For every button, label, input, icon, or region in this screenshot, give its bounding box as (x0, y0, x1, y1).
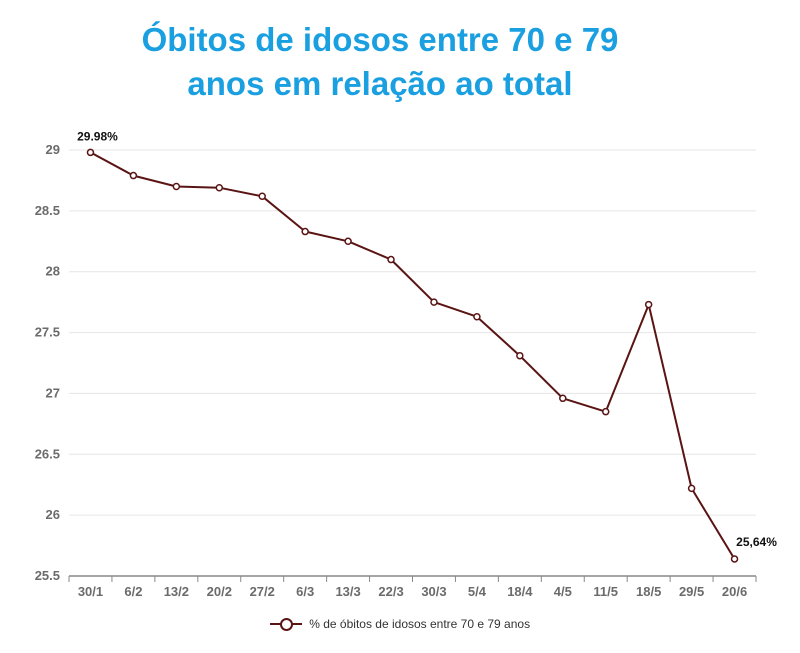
x-tick-label: 27/2 (250, 584, 275, 599)
y-tick-label: 25.5 (35, 568, 60, 583)
data-point (258, 192, 266, 201)
x-tick-label: 22/3 (378, 584, 403, 599)
y-tick-label: 27 (46, 385, 60, 400)
x-tick-label: 11/5 (593, 584, 618, 599)
x-tick-label: 20/2 (207, 584, 232, 599)
x-tick-label: 18/5 (636, 584, 661, 599)
chart-title-line-2: anos em relação ao total (187, 65, 573, 102)
data-point (473, 312, 481, 321)
x-tick-label: 18/4 (507, 584, 533, 599)
chart-title-line-1: Óbitos de idosos entre 70 e 79 (141, 21, 619, 58)
data-point (172, 182, 181, 191)
data-point (344, 237, 352, 246)
x-tick-label: 20/6 (722, 584, 747, 599)
data-point (86, 148, 95, 157)
x-tick-label: 13/2 (164, 584, 189, 599)
data-point (516, 351, 524, 360)
x-tick-label: 30/3 (421, 584, 446, 599)
y-tick-label: 27.5 (35, 325, 60, 340)
y-tick-label: 26.5 (35, 446, 60, 461)
x-tick-label: 29/5 (679, 584, 704, 599)
y-tick-label: 29 (46, 142, 60, 157)
data-point (559, 394, 567, 403)
data-label-last: 25,64% (736, 535, 777, 549)
y-tick-label: 28.5 (35, 203, 60, 218)
x-tick-label: 30/1 (78, 584, 103, 599)
chart-title: Óbitos de idosos entre 70 e 79 anos em r… (60, 18, 700, 106)
y-tick-label: 26 (46, 507, 60, 522)
data-point (430, 298, 438, 306)
data-point (601, 407, 610, 416)
y-tick-label: 28 (46, 264, 60, 279)
x-tick-label: 4/5 (554, 584, 572, 599)
x-tick-label: 6/3 (296, 584, 314, 599)
x-tick-label: 6/2 (124, 584, 142, 599)
series-line (90, 151, 736, 560)
chart-legend[interactable]: % de óbitos de idosos entre 70 e 79 anos (0, 616, 800, 631)
data-point (215, 183, 224, 192)
x-tick-label: 13/3 (335, 584, 360, 599)
legend-line-marker-icon (269, 617, 302, 631)
data-point (730, 555, 739, 563)
data-point (644, 300, 653, 309)
data-point (301, 227, 309, 236)
data-point (687, 484, 696, 493)
data-label-first: 29.98% (77, 129, 118, 143)
data-point (387, 255, 395, 264)
data-point (129, 171, 138, 180)
x-tick-label: 5/4 (468, 584, 487, 599)
legend-label: % de óbitos de idosos entre 70 e 79 anos (309, 616, 531, 631)
